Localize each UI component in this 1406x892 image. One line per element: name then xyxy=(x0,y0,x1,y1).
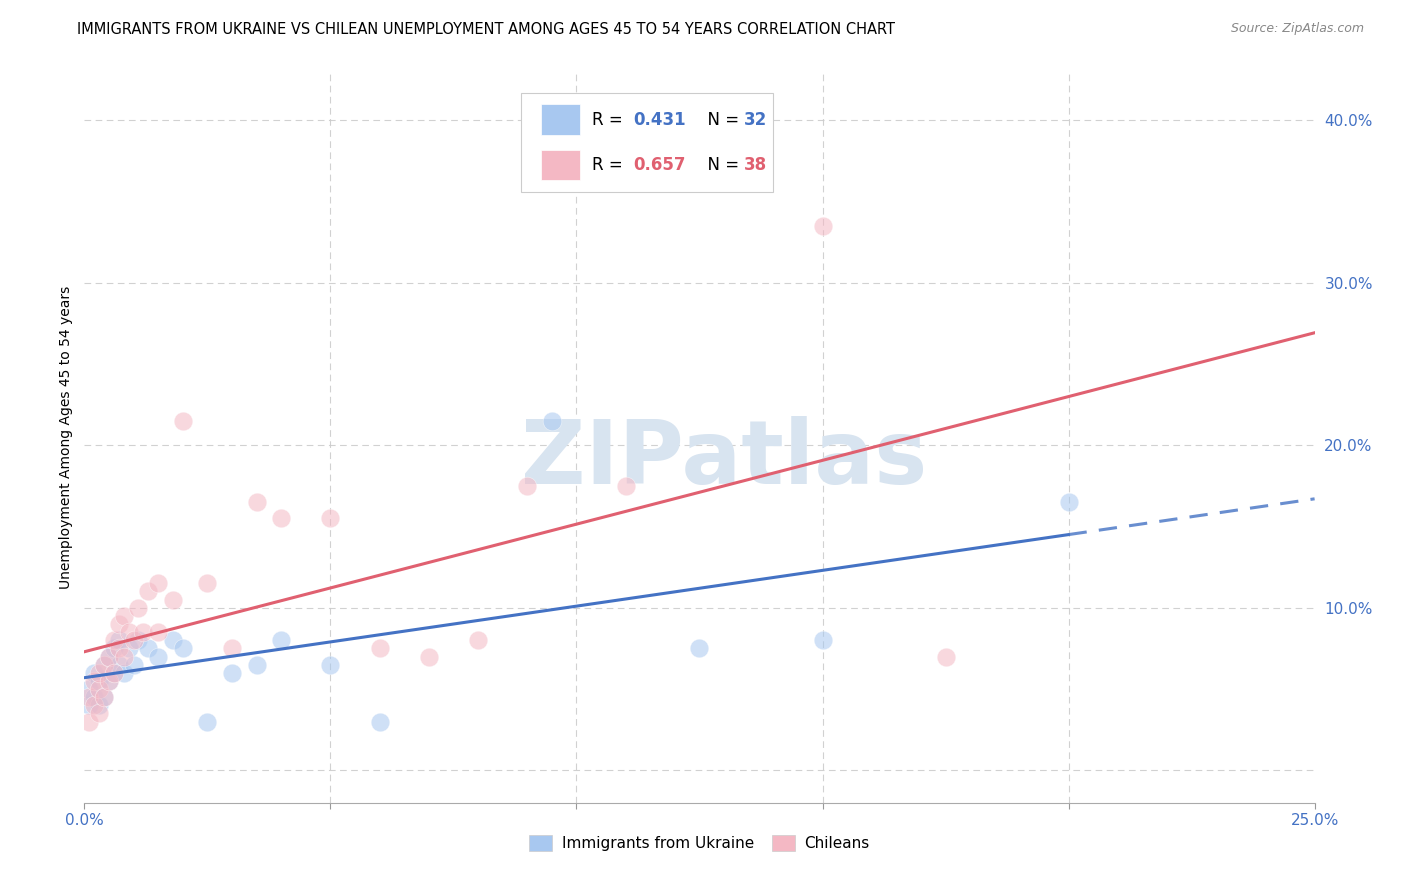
Point xyxy=(172,641,194,656)
Point xyxy=(319,657,342,672)
Point xyxy=(138,584,160,599)
Point xyxy=(79,714,101,729)
Point xyxy=(172,414,194,428)
Point xyxy=(118,625,141,640)
Point xyxy=(132,625,155,640)
Point xyxy=(112,608,135,623)
Point xyxy=(122,657,145,672)
Point xyxy=(221,665,243,680)
Text: 0.431: 0.431 xyxy=(633,111,686,128)
Text: 32: 32 xyxy=(744,111,768,128)
Point xyxy=(319,511,342,525)
Point xyxy=(811,633,834,648)
Point xyxy=(87,665,111,680)
Point xyxy=(98,649,120,664)
Point xyxy=(128,633,150,648)
Point xyxy=(108,617,131,632)
Point xyxy=(108,633,131,648)
Point xyxy=(93,690,115,705)
Point xyxy=(246,657,269,672)
Point xyxy=(128,600,150,615)
Point xyxy=(83,698,105,713)
Point xyxy=(118,641,141,656)
Point xyxy=(418,649,440,664)
Point xyxy=(148,576,170,591)
Text: N =: N = xyxy=(697,111,744,128)
Point xyxy=(98,673,120,688)
Point xyxy=(221,641,243,656)
Text: N =: N = xyxy=(697,156,744,174)
Point xyxy=(148,649,170,664)
Point xyxy=(83,665,105,680)
FancyBboxPatch shape xyxy=(522,94,773,192)
Point xyxy=(368,714,391,729)
Text: R =: R = xyxy=(592,156,628,174)
Point xyxy=(83,690,105,705)
Point xyxy=(811,219,834,233)
Text: ZIPatlas: ZIPatlas xyxy=(522,416,927,502)
Point xyxy=(103,633,125,648)
Point xyxy=(93,657,115,672)
Text: 38: 38 xyxy=(744,156,766,174)
Point xyxy=(93,657,115,672)
Text: IMMIGRANTS FROM UKRAINE VS CHILEAN UNEMPLOYMENT AMONG AGES 45 TO 54 YEARS CORREL: IMMIGRANTS FROM UKRAINE VS CHILEAN UNEMP… xyxy=(77,22,896,37)
Point xyxy=(98,649,120,664)
Legend: Immigrants from Ukraine, Chileans: Immigrants from Ukraine, Chileans xyxy=(523,829,876,857)
Point xyxy=(246,495,269,509)
FancyBboxPatch shape xyxy=(541,104,581,135)
Point xyxy=(197,576,219,591)
Point xyxy=(368,641,391,656)
Point xyxy=(122,633,145,648)
Point xyxy=(541,414,564,428)
Point xyxy=(112,649,135,664)
Point xyxy=(1057,495,1080,509)
Text: R =: R = xyxy=(592,111,628,128)
Point xyxy=(148,625,170,640)
Point xyxy=(162,633,184,648)
Point xyxy=(138,641,160,656)
Point xyxy=(87,706,111,721)
Point xyxy=(108,641,131,656)
Y-axis label: Unemployment Among Ages 45 to 54 years: Unemployment Among Ages 45 to 54 years xyxy=(59,285,73,589)
Point xyxy=(79,690,101,705)
Text: 0.657: 0.657 xyxy=(633,156,686,174)
Text: Source: ZipAtlas.com: Source: ZipAtlas.com xyxy=(1230,22,1364,36)
Point xyxy=(689,641,711,656)
Point xyxy=(93,690,115,705)
Point xyxy=(935,649,957,664)
Point xyxy=(87,681,111,696)
Point xyxy=(103,665,125,680)
Point xyxy=(87,673,111,688)
Point xyxy=(108,657,131,672)
Point xyxy=(516,479,538,493)
Point xyxy=(270,511,292,525)
Point xyxy=(162,592,184,607)
Point xyxy=(467,633,489,648)
Point xyxy=(112,665,135,680)
Point xyxy=(103,665,125,680)
Point xyxy=(103,641,125,656)
Point xyxy=(270,633,292,648)
Point xyxy=(87,698,111,713)
Point xyxy=(98,673,120,688)
Point xyxy=(83,673,105,688)
Point xyxy=(614,479,637,493)
Point xyxy=(197,714,219,729)
FancyBboxPatch shape xyxy=(541,150,581,180)
Point xyxy=(79,698,101,713)
Point xyxy=(79,681,101,696)
